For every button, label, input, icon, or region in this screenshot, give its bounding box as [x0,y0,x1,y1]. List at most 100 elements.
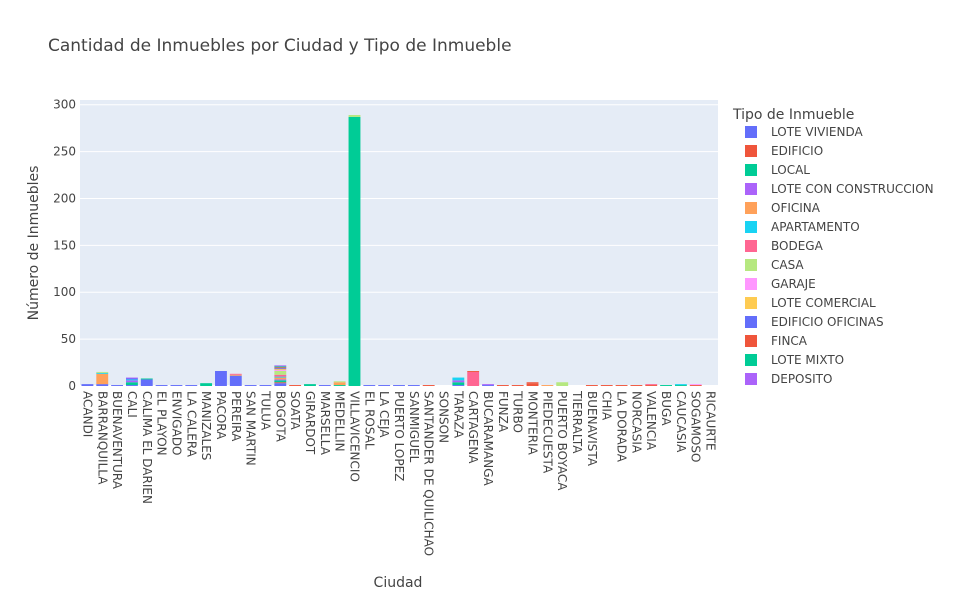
bar-segment[interactable] [422,385,435,386]
bar-segment[interactable] [452,382,465,386]
bars[interactable] [81,115,702,386]
bar-segment[interactable] [407,385,420,386]
bar-segment[interactable] [96,371,109,373]
bar-segment[interactable] [482,384,494,386]
bar-segment[interactable] [511,385,524,386]
bar-segment[interactable] [689,384,702,386]
bar-segment[interactable] [452,377,465,381]
bar-segment[interactable] [125,380,138,383]
bar-segment[interactable] [274,369,287,371]
bar-segment[interactable] [155,385,168,386]
bar-segment[interactable] [452,385,465,386]
bar-segment[interactable] [274,376,287,378]
bar-segment[interactable] [274,374,287,377]
bar-segment[interactable] [348,116,361,386]
legend[interactable]: Tipo de Inmueble LOTE VIVIENDA EDIFICIO LO… [732,107,934,386]
legend-item[interactable]: OFICINA [745,201,821,215]
bar-segment[interactable] [244,385,257,386]
legend-item[interactable]: EDIFICIO OFICINAS [745,315,884,329]
bar-segment[interactable] [452,380,465,383]
legend-title: Tipo de Inmueble [732,107,854,123]
bar-segment[interactable] [615,385,628,386]
bar-segment[interactable] [125,379,138,381]
legend-item[interactable]: LOCAL [745,163,810,177]
bar-segment[interactable] [467,371,480,386]
bar-segment[interactable] [185,385,198,386]
legend-swatch [745,297,757,309]
legend-item[interactable]: EDIFICIO [745,144,823,158]
bar-segment[interactable] [125,385,138,386]
bar-segment[interactable] [496,385,509,386]
bar-segment[interactable] [140,379,153,386]
bar-segment[interactable] [333,381,346,383]
legend-swatch [745,126,757,138]
x-tick-label: GIRARDOT [303,391,317,455]
bar-segment[interactable] [660,385,673,386]
bar-segment[interactable] [289,385,302,386]
bar-segment[interactable] [81,384,94,386]
bar-segment[interactable] [645,385,658,386]
legend-item[interactable]: LOTE MIXTO [745,353,844,367]
bar-segment[interactable] [125,378,138,380]
bar-segment[interactable] [363,385,376,386]
bar-segment[interactable] [274,377,287,380]
bar-segment[interactable] [333,382,346,386]
bar-segment[interactable] [229,375,242,386]
bar-segment[interactable] [274,380,287,383]
bar-segment[interactable] [111,385,124,386]
bar-segment[interactable] [526,382,539,384]
bar-segment[interactable] [140,378,153,380]
legend-label: EDIFICIO OFICINAS [771,315,884,329]
legend-item[interactable]: DEPOSITO [745,372,832,386]
legend-item[interactable]: FINCA [745,334,808,348]
bar-segment[interactable] [378,385,391,386]
bar-segment[interactable] [274,379,287,381]
bar-segment[interactable] [96,384,109,386]
bar-segment[interactable] [125,382,138,386]
bar-segment[interactable] [393,385,405,386]
legend-item[interactable]: CASA [745,258,804,272]
bar-segment[interactable] [274,367,287,369]
bar-segment[interactable] [274,382,287,384]
bar-segment[interactable] [585,385,598,386]
legend-item[interactable]: LOTE CON CONSTRUCCION [745,182,934,196]
bar-segment[interactable] [274,383,287,386]
bar-segment[interactable] [304,384,316,386]
legend-item[interactable]: APARTAMENTO [745,220,860,234]
bar-segment[interactable] [215,370,227,386]
bar-segment[interactable] [274,370,287,375]
x-tick-label: TULUA [258,390,272,431]
x-tick-label: VALENCIA [644,391,658,451]
bar-segment[interactable] [259,385,272,386]
bar-segment[interactable] [318,385,331,386]
bar-segment[interactable] [96,373,109,385]
bar-segment[interactable] [526,383,539,386]
bar-segment[interactable] [600,385,613,386]
legend-item[interactable]: LOTE COMERCIAL [745,296,876,310]
bar-segment[interactable] [348,115,361,117]
bar-segment[interactable] [274,366,287,368]
bar-segment[interactable] [229,374,242,376]
legend-item[interactable]: BODEGA [745,239,824,253]
bar-segment[interactable] [170,385,183,386]
bar-segment[interactable] [556,382,569,386]
bar-segment[interactable] [467,370,480,372]
legend-item[interactable]: LOTE VIVIENDA [745,125,864,139]
bar-segment[interactable] [689,385,702,386]
bar-segment[interactable] [125,377,138,379]
bar-segment[interactable] [674,385,687,386]
bar-segment[interactable] [200,383,213,386]
bar-segment[interactable] [229,373,242,375]
bar-segment[interactable] [274,368,287,370]
legend-item[interactable]: GARAJE [745,277,816,291]
bar-segment[interactable] [645,384,658,386]
bar-segment[interactable] [274,365,287,367]
x-tick-label: PIEDECUESTA [540,391,554,474]
bar-segment[interactable] [333,385,346,386]
bar-segment[interactable] [674,384,687,386]
bar-segment[interactable] [541,385,554,386]
bar-segment[interactable] [274,370,287,371]
bar-segment[interactable] [630,385,643,386]
bar-segment[interactable] [482,385,494,386]
bar-segment[interactable] [96,372,109,374]
